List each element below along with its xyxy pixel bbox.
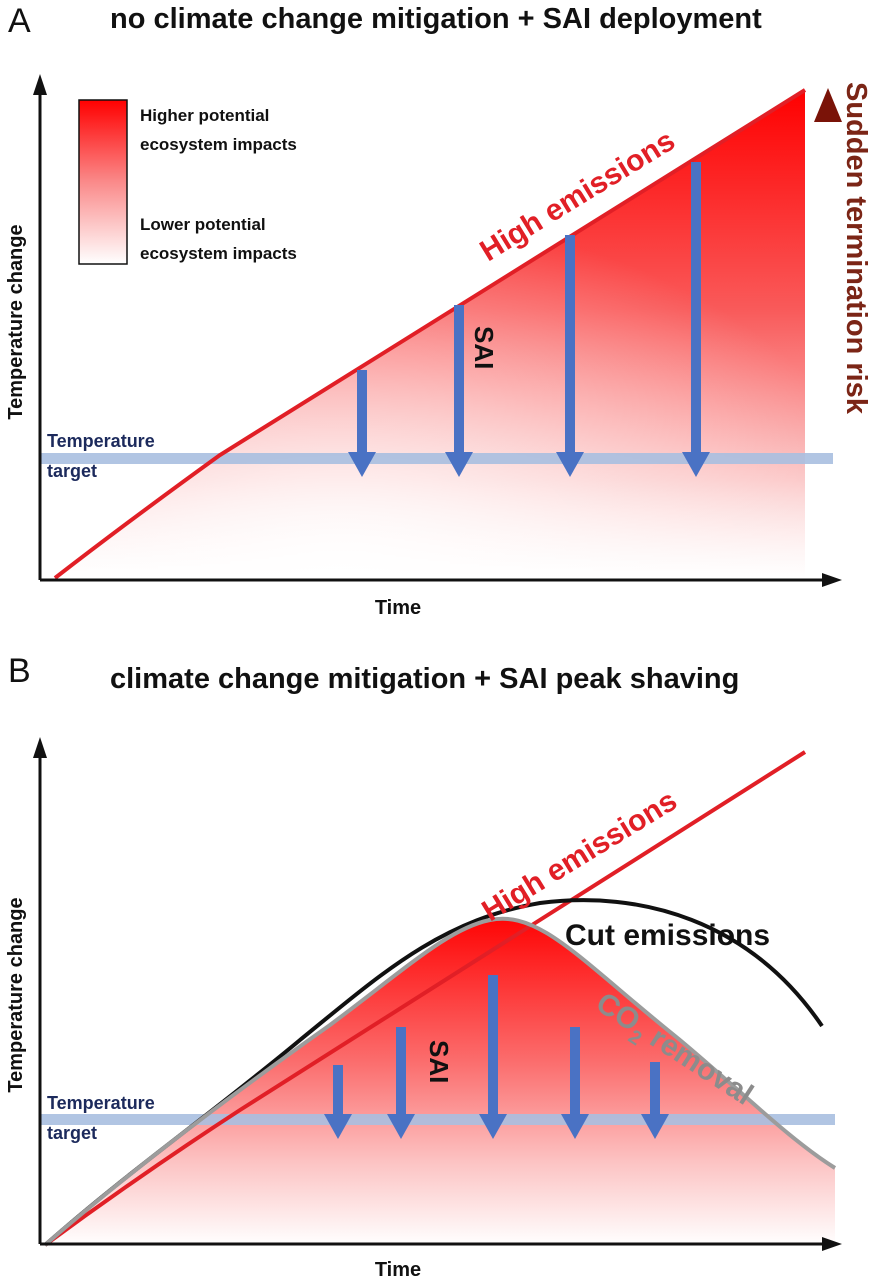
- panel-b-x-axis-arrowhead: [822, 1237, 842, 1251]
- legend-high-line1: Higher potential: [140, 106, 269, 125]
- panel-a-sai-arrows: [348, 162, 710, 477]
- panel-b-title: climate change mitigation + SAI peak sha…: [110, 663, 739, 695]
- panel-b-co2-removal-curve: [43, 916, 837, 1247]
- panel-b-x-axis-label: Time: [375, 1259, 421, 1280]
- legend-low-line2: ecosystem impacts: [140, 244, 297, 263]
- panel-b-cut-emissions-label: Cut emissions: [565, 919, 770, 952]
- panel-b-sai-label: SAI: [424, 1040, 454, 1083]
- panel-a-axes: [38, 92, 826, 582]
- sai-arrow: [324, 1065, 352, 1139]
- panel-a-target-label-line2: target: [47, 461, 97, 481]
- panel-a-x-axis-label: Time: [375, 597, 421, 619]
- panel-b-temperature-target-band: [40, 1114, 835, 1125]
- sai-arrow: [348, 370, 376, 477]
- panel-a-y-axis-label: Temperature change: [5, 224, 27, 419]
- panel-a-target-label-line1: Temperature: [47, 431, 155, 451]
- panel-a-sai-label: SAI: [469, 326, 499, 369]
- panel-a-letter: A: [8, 2, 31, 40]
- panel-a-temperature-target-band: [40, 453, 833, 464]
- panel-b-y-axis-label: Temperature change: [5, 897, 27, 1092]
- panel-b-target-label-line1: Temperature: [47, 1093, 155, 1113]
- legend-gradient-swatch: [78, 99, 128, 265]
- sai-arrow: [641, 1062, 669, 1139]
- legend-low-line1: Lower potential: [140, 215, 266, 234]
- panel-a: A no climate change mitigation + SAI dep…: [5, 2, 872, 619]
- sai-arrow: [561, 1027, 589, 1139]
- panel-b-letter: B: [8, 652, 31, 690]
- sai-arrow: [479, 975, 507, 1139]
- panel-b-impact-region: [45, 918, 835, 1245]
- panel-a-legend: Higher potential ecosystem impacts Lower…: [78, 99, 297, 265]
- panel-b-high-emissions-curve: [43, 750, 807, 1247]
- panel-a-termination-risk-arrow: [814, 88, 842, 472]
- panel-b-y-axis-arrowhead: [33, 737, 47, 758]
- panel-a-high-emissions-curve: [53, 88, 807, 580]
- sai-arrow: [682, 162, 710, 477]
- panel-b-axes: [38, 755, 826, 1246]
- panel-b-sai-arrows: [324, 975, 669, 1139]
- panel-a-x-axis-arrowhead: [822, 573, 842, 587]
- panel-a-title: no climate change mitigation + SAI deplo…: [110, 3, 762, 35]
- sai-arrow: [387, 1027, 415, 1139]
- sai-arrow: [556, 235, 584, 477]
- legend-high-line2: ecosystem impacts: [140, 135, 297, 154]
- panel-b-target-label-line2: target: [47, 1123, 97, 1143]
- panel-a-y-axis-arrowhead: [33, 74, 47, 95]
- panel-b: B climate change mitigation + SAI peak s…: [5, 652, 842, 1280]
- sai-arrow: [445, 305, 473, 477]
- panel-a-termination-risk-label: Sudden termination risk: [840, 82, 872, 415]
